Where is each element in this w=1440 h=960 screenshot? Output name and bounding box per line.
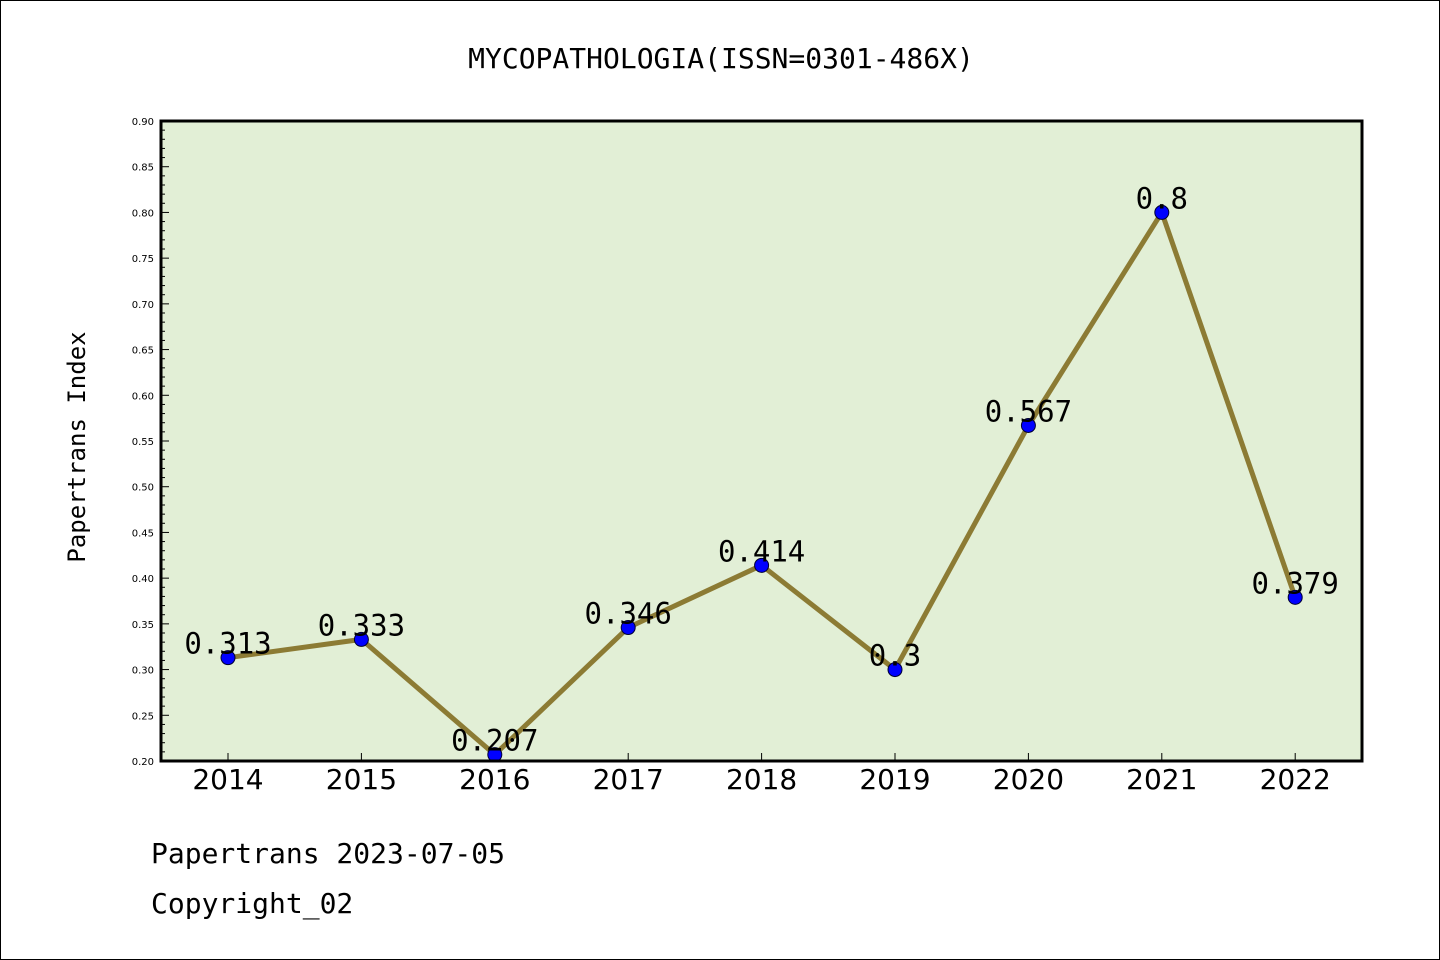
y-tick-label: 0.25	[132, 711, 154, 722]
plot-area	[161, 121, 1362, 761]
y-axis-label: Papertrans Index	[63, 331, 91, 562]
x-tick-label: 2019	[859, 763, 930, 796]
data-points	[220, 204, 1303, 763]
x-tick-label: 2022	[1260, 763, 1331, 796]
y-tick-label: 0.60	[132, 391, 154, 402]
y-tick-label: 0.40	[132, 574, 154, 585]
y-tick-label: 0.65	[132, 346, 154, 357]
x-tick-label: 2018	[726, 763, 797, 796]
x-tick-label: 2014	[192, 763, 263, 796]
x-tick-label: 2017	[593, 763, 664, 796]
y-tick-label: 0.70	[132, 300, 154, 311]
y-tick-label: 0.85	[132, 163, 154, 174]
x-axis: 2014 2015 2016 2017 2018 2019 2020 2021 2022	[192, 753, 1331, 796]
y-tick-label: 0.30	[132, 666, 154, 677]
y-tick-label: 0.80	[132, 208, 154, 219]
data-value-label: 0.414	[718, 534, 805, 568]
data-value-label: 0.313	[184, 627, 271, 661]
data-point-marker	[220, 650, 236, 666]
y-tick-label: 0.35	[132, 620, 154, 631]
data-value-label: 0.8	[1136, 181, 1188, 215]
x-tick-label: 2021	[1126, 763, 1197, 796]
chart-title: MYCOPATHOLOGIA(ISSN=0301-486X)	[468, 42, 974, 75]
data-value-label: 0.346	[585, 597, 672, 631]
data-value-label: 0.333	[318, 608, 405, 642]
y-tick-label: 0.50	[132, 483, 154, 494]
y-tick-label: 0.20	[132, 757, 154, 768]
data-value-label: 0.3	[869, 639, 921, 673]
y-tick-label: 0.75	[132, 254, 154, 265]
data-point-marker	[353, 631, 369, 647]
footer-copyright-text: Copyright_02	[151, 887, 354, 920]
x-tick-label: 2015	[326, 763, 397, 796]
data-point-marker	[1154, 204, 1170, 220]
data-point-marker	[887, 662, 903, 678]
data-point-marker	[620, 620, 636, 636]
plot-frame	[159, 119, 1364, 763]
footer-date-text: Papertrans 2023-07-05	[151, 837, 506, 870]
x-tick-label: 2020	[993, 763, 1064, 796]
y-tick-label: 0.45	[132, 528, 154, 539]
x-tick-label: 2016	[459, 763, 530, 796]
data-labels: 0.313 0.333 0.207 0.346 0.414 0.3 0.567 0.8 0.37…	[184, 181, 1339, 757]
data-value-label: 0.207	[451, 724, 538, 758]
y-tick-label: 0.55	[132, 437, 154, 448]
y-tick-label: 0.90	[132, 117, 154, 128]
data-value-label: 0.379	[1252, 566, 1339, 600]
data-point-marker	[1020, 417, 1036, 433]
data-value-label: 0.567	[985, 394, 1072, 428]
data-point-marker	[1287, 589, 1303, 605]
data-point-marker	[754, 557, 770, 573]
